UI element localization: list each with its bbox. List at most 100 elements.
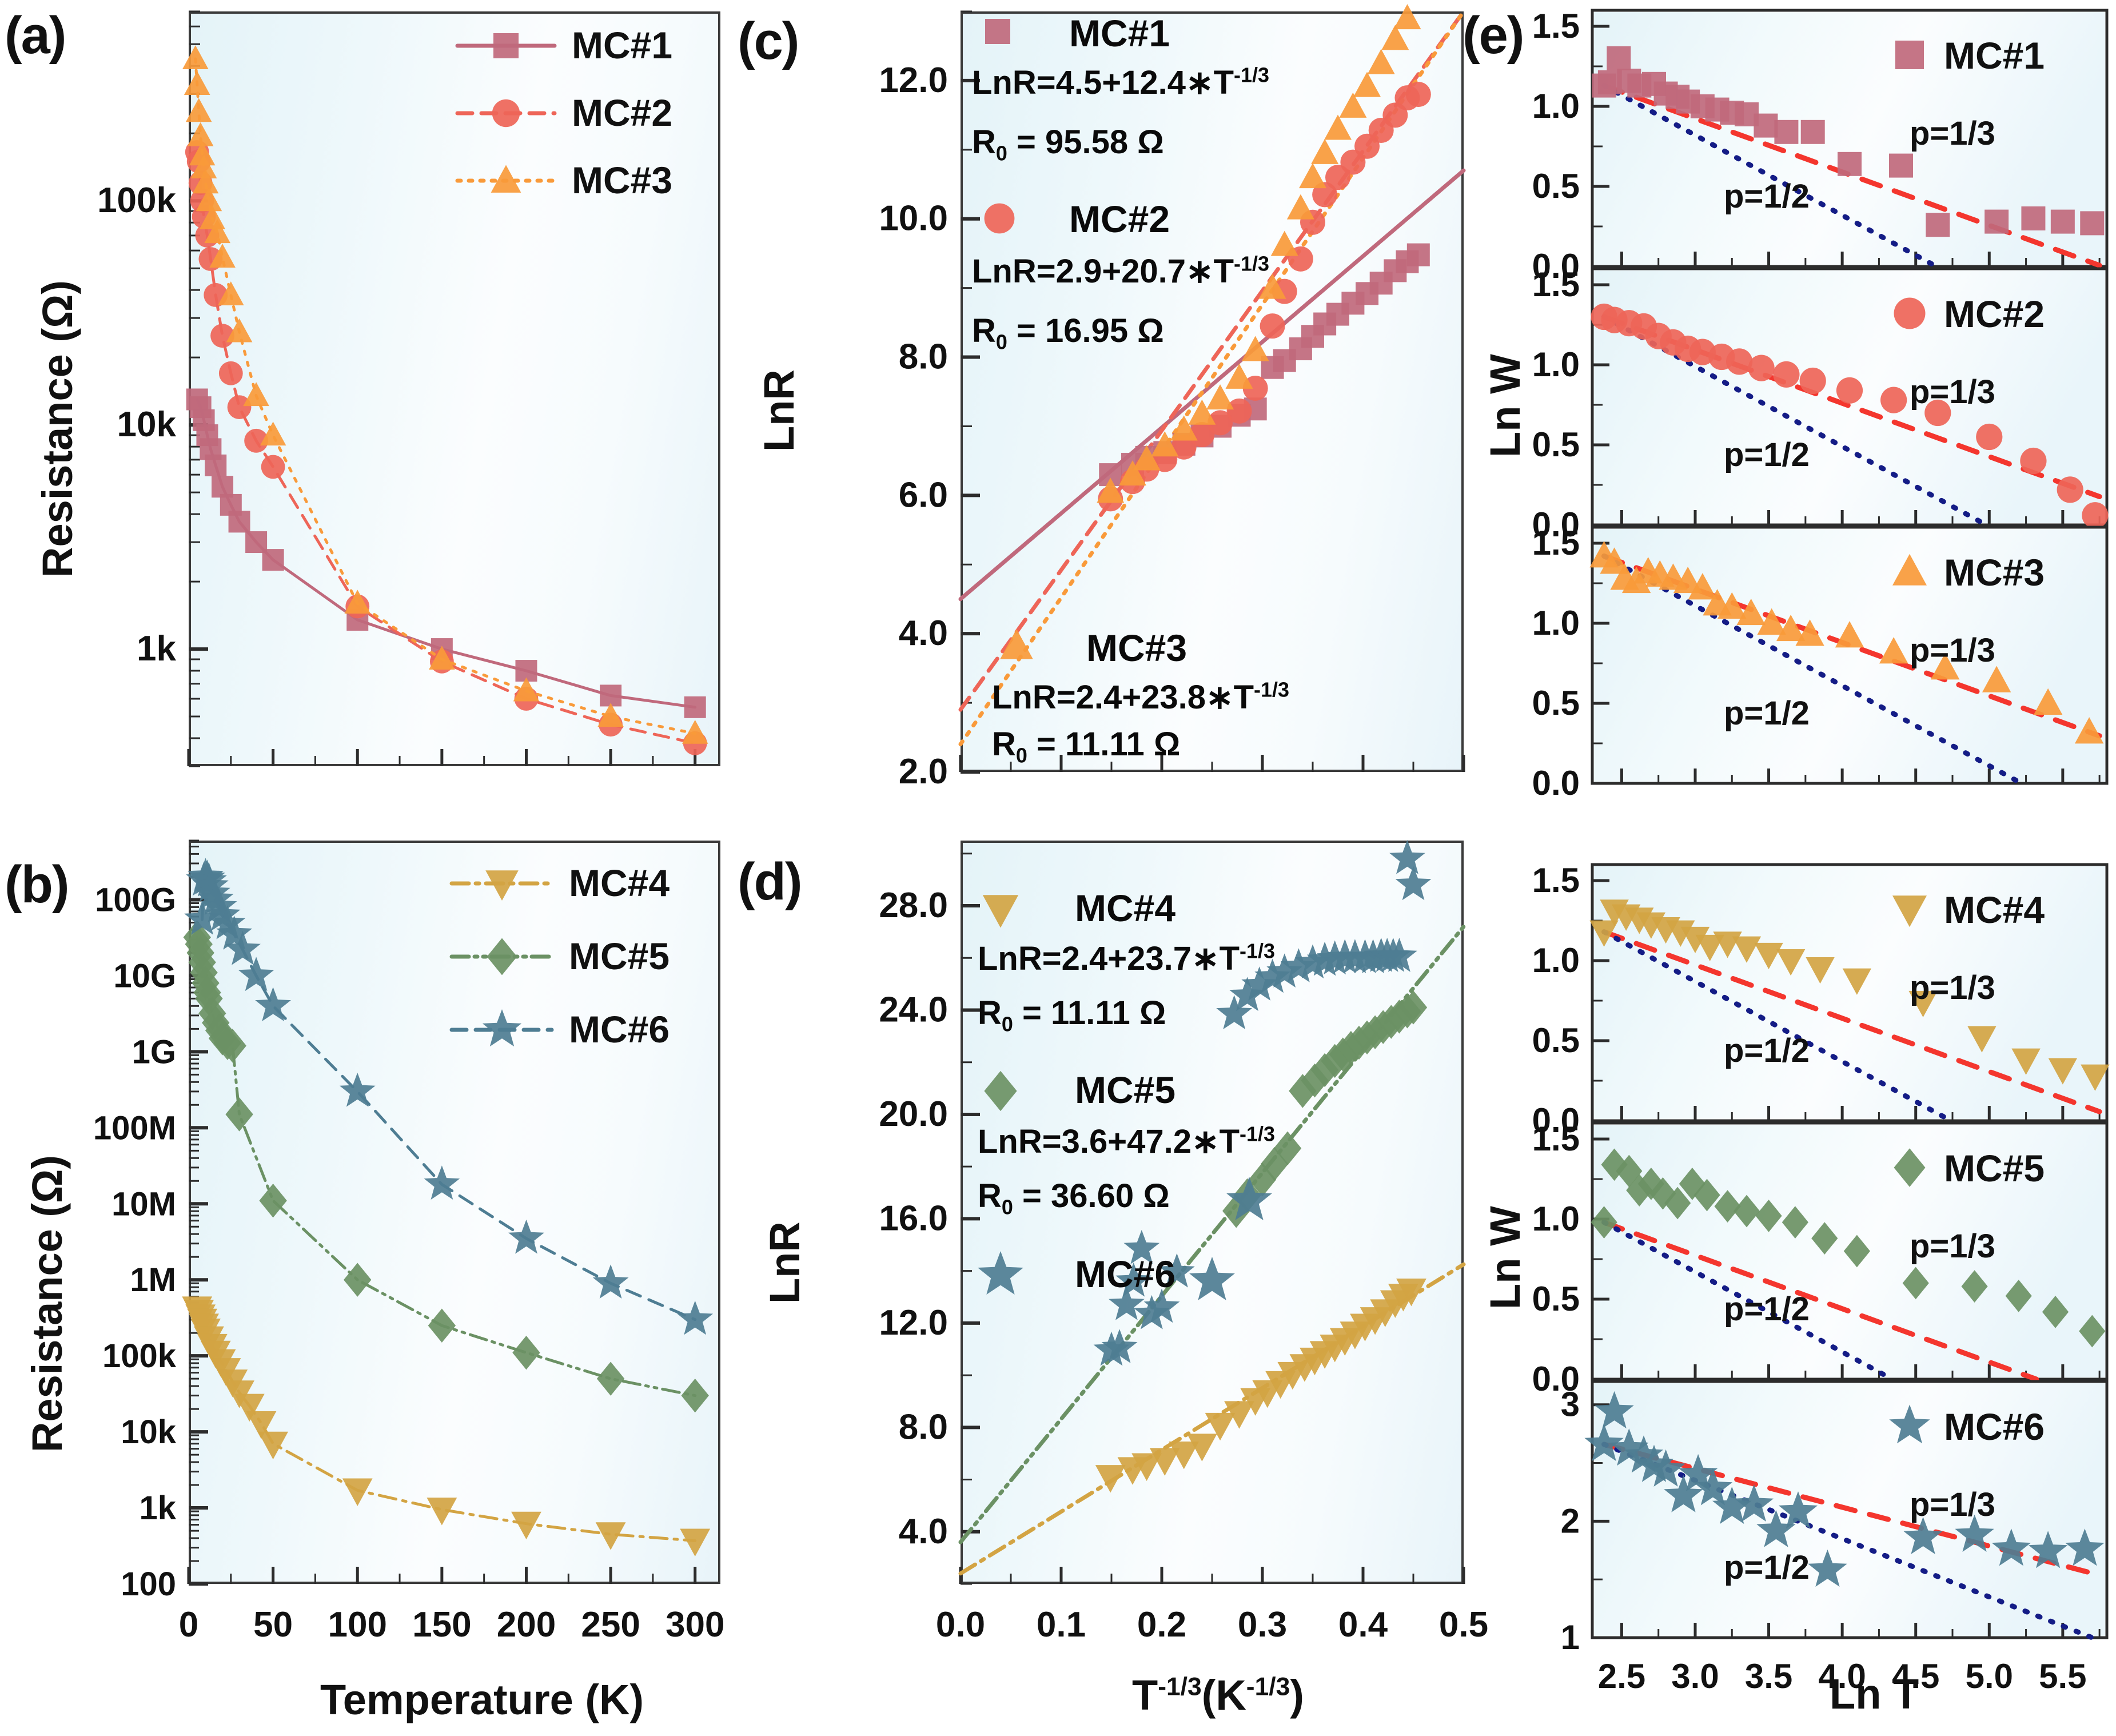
panel-e-subplot-bg [1594, 12, 2105, 265]
panel-d-point-mc6 [1093, 1331, 1130, 1366]
panel-b-xtick: 0 [179, 1605, 198, 1645]
panel-c-point-mc2 [1171, 434, 1197, 460]
panel-c-point-mc2 [1189, 421, 1215, 447]
panel-c-point-mc1 [1228, 404, 1251, 427]
panel-d-legend-mc5: MC#5 [1075, 1069, 1176, 1111]
panel-e-legend-label-mc1: MC#1 [1944, 34, 2045, 77]
panel-b-point-mc6 [209, 905, 246, 939]
panel-e-ytick: 1.5 [1532, 861, 1580, 899]
panel-b-point-mc4 [189, 1313, 219, 1341]
panel-b-ytick: 1k [139, 1490, 176, 1527]
panel-c-point-mc1 [1190, 424, 1214, 448]
r0-sub: 0 [995, 141, 1007, 165]
panel-e-annotation-p13: p=1/3 [1910, 1228, 1995, 1265]
panel-b-ytick: 100G [95, 881, 176, 918]
panel-e-subplot-frame-mc3 [1591, 525, 2109, 785]
panel-d-point-mc5 [1337, 1030, 1365, 1065]
panel-e-ytick: 0.5 [1532, 1021, 1580, 1060]
panel-b-point-mc4 [258, 1431, 289, 1460]
panel-c-legend-mc1: MC#1 [1069, 12, 1170, 54]
panel-c-equation-mc3: LnR=2.4+23.8∗T-1/3 [992, 678, 1289, 716]
panel-d-point-mc6 [1395, 866, 1432, 901]
panel-c-point-mc1 [1341, 292, 1365, 315]
panel-c-r0-mc1: R0 = 95.58 Ω [972, 123, 1164, 166]
panel-d-r0-mc4: R0 = 11.11 Ω [978, 994, 1166, 1037]
panel-d-point-mc6 [1347, 939, 1383, 973]
eq-exp: -1/3 [1254, 678, 1289, 702]
r0-value: = 11.11 Ω [1013, 994, 1166, 1032]
eq-text: LnR=2.4+23.8 [992, 679, 1206, 716]
panel-e-xtick: 5.0 [1966, 1657, 2013, 1695]
panel-b-point-mc4 [246, 1411, 277, 1439]
panel-c-fit-mc2 [958, 9, 1466, 712]
panel-c-fit-mc3 [958, 9, 1466, 747]
panel-e-legend-label-mc4: MC#4 [1944, 889, 2045, 931]
eq-text: LnR=3.6+47.2 [978, 1123, 1192, 1160]
r0-label: R [972, 124, 996, 161]
panel-e-annotation-p12: p=1/2 [1724, 436, 1810, 473]
panel-e-guide-p12-mc1 [1601, 83, 1939, 269]
eq-exp: -1/3 [1240, 1122, 1275, 1146]
panel-e-guide-p13-mc5 [1601, 1220, 2039, 1382]
panel-d-point-mc6 [1369, 938, 1405, 972]
panel-c-r0-mc3: R0 = 11.11 Ω [992, 725, 1180, 768]
panel-d-point-mc5 [1248, 1162, 1277, 1197]
panel-a-canvas: 1k 10k 100k MC#1 MC#2 MC#3 [97, 10, 708, 767]
r0-sub: 0 [995, 330, 1007, 354]
panel-d-point-mc5 [1233, 1178, 1261, 1213]
panel-b-ytick: 100M [93, 1109, 176, 1146]
panel-e-guide-p13-mc1 [1601, 83, 2102, 268]
panel-b-label: (b) [5, 855, 69, 914]
panel-d-point-mc5 [1393, 994, 1421, 1029]
panel-e-ytick: 1.0 [1532, 345, 1580, 384]
panel-d-xtick: 0.5 [1439, 1605, 1488, 1645]
panel-e-ytick: 0.5 [1532, 1280, 1580, 1318]
panel-e-xtick: 2.5 [1598, 1657, 1645, 1695]
panel-d-point-mc5 [1289, 1074, 1317, 1108]
panel-c-equation-mc1: LnR=4.5+12.4∗T-1/3 [972, 63, 1269, 101]
r0-label: R [992, 726, 1016, 763]
panel-b-xtick: 300 [666, 1605, 724, 1645]
panel-c-point-mc1 [1209, 415, 1232, 438]
panel-d-point-mc6 [1355, 939, 1391, 973]
panel-c-point-mc3 [1393, 4, 1421, 30]
panel-c-point-mc1 [1172, 432, 1196, 456]
eq-exp: -1/3 [1240, 939, 1275, 963]
panel-e-ytick: 1 [1561, 1618, 1580, 1657]
panel-e-subplot-frame-mc1 [1591, 9, 2109, 268]
panel-b: (b) Resistance (Ω) Temperature (K) 100G 1… [0, 829, 732, 1736]
panel-e-subplot-frame-mc4 [1591, 863, 2109, 1122]
panel-d-legend-marker-mc6 [978, 1251, 1023, 1295]
panel-d-point-mc5 [1399, 990, 1428, 1025]
panel-e-canvas: 0.0 0.5 1.0 1.5 MC#1 p=1/3 p=1/2 0.0 0.5 1.0 1.5 MC… [1532, 7, 2110, 1695]
panel-b-xtick: 250 [581, 1605, 640, 1645]
panel-c-point-mc3 [1299, 163, 1326, 189]
panel-d-point-mc4 [1149, 1448, 1180, 1476]
r0-sub: 0 [1001, 1195, 1013, 1219]
panel-d-xtick: 0.1 [1037, 1605, 1086, 1645]
panel-e-ytick: 1.5 [1532, 1120, 1580, 1158]
panel-d-legend-mc6: MC#6 [1075, 1253, 1176, 1295]
panel-c-point-mc3 [1353, 71, 1381, 97]
panel-c-ytick: 2.0 [899, 752, 948, 791]
panel-d-point-mc5 [1329, 1037, 1357, 1072]
panel-d-point-mc6 [1216, 995, 1253, 1029]
panel-e-xtick: 5.5 [2039, 1657, 2086, 1695]
r0-label: R [978, 1177, 1002, 1215]
panel-c-label: (c) [738, 12, 799, 70]
panel-d-point-mc4 [1224, 1401, 1254, 1429]
panel-b-ytick: 100k [102, 1337, 177, 1375]
panel-d-point-mc6 [1294, 944, 1331, 979]
panel-c-point-mc3 [1286, 194, 1314, 220]
panel-c-point-mc1 [1356, 282, 1379, 305]
eq-tail: T [1219, 940, 1240, 977]
r0-label: R [972, 312, 996, 349]
panel-d: (d) LnR T-1/3(K-1/3) 4.0 8.0 12.0 16.0 20.0 2… [732, 829, 1488, 1736]
panel-d-point-mc5 [1301, 1063, 1329, 1098]
panel-e-ytick: 0.0 [1532, 1101, 1580, 1140]
panel-e-ytick: 1.0 [1532, 87, 1580, 125]
panel-d-point-mc4 [1169, 1442, 1200, 1470]
panel-b-point-mc5 [512, 1335, 540, 1370]
panel-e-guide-p12-mc5 [1601, 1220, 1895, 1382]
panel-d-legend-marker-mc4 [982, 895, 1019, 928]
